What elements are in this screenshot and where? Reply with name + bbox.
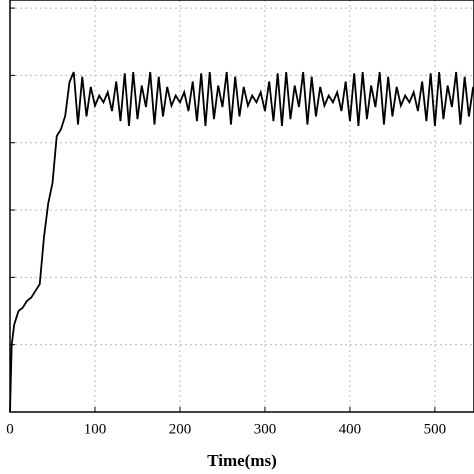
x-tick-label: 200 [169, 421, 192, 437]
x-tick-label: 500 [424, 421, 447, 437]
x-tick-label: 300 [254, 421, 277, 437]
x-tick-label: 400 [339, 421, 362, 437]
plot-frame [9, 0, 474, 413]
x-tick-label: 0 [6, 421, 14, 437]
x-tick-label: 100 [84, 421, 107, 437]
x-axis-label: Time(ms) [207, 451, 277, 470]
line-series [9, 71, 474, 413]
